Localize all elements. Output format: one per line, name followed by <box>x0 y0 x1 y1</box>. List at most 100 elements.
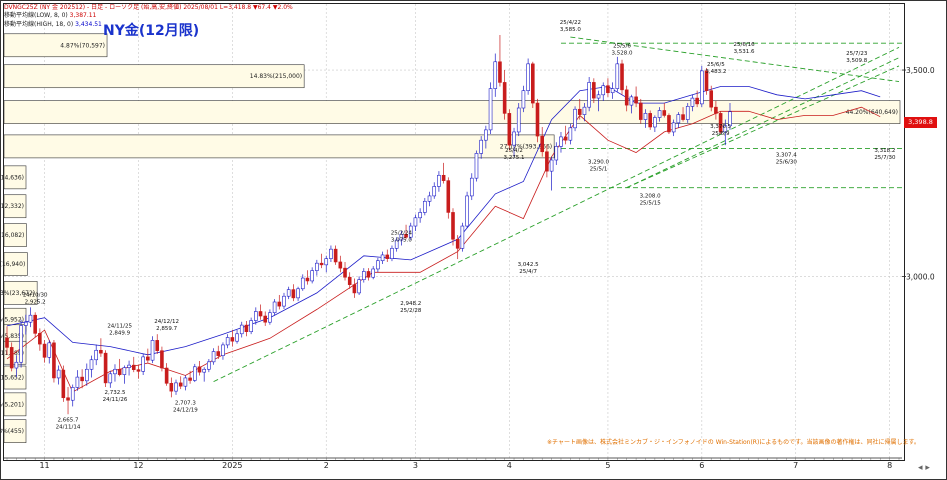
candle-body <box>690 97 695 107</box>
axis-layer: 3,500.0 3,000.0 11 12 2025 2 3 4 5 6 7 8 <box>4 66 935 470</box>
candle-body <box>160 350 164 369</box>
candle-body <box>254 311 258 321</box>
candle-body <box>385 254 390 259</box>
candle-body <box>221 344 225 356</box>
price-annotation-line: 25/4/7 <box>519 269 537 275</box>
candle-body <box>113 368 117 375</box>
volume-profile-bar <box>3 165 27 190</box>
candle-body <box>498 61 502 83</box>
price-annotation-line: 3,531.6 <box>734 49 755 55</box>
candle-body <box>573 108 577 129</box>
candle-body <box>80 376 84 382</box>
price-annotation: 2,732.5 24/11/26 <box>103 390 128 403</box>
annotation-layer: 24/10/30 2,925.22,665.7 24/11/142,732.5 24/… <box>23 20 896 430</box>
ma-short-value: 3,387.11 <box>69 12 97 19</box>
candle-body <box>296 288 300 299</box>
candle-body <box>343 267 347 278</box>
price-annotation-line: 24/12/12 <box>154 319 179 325</box>
price-annotation-line: 3,483.2 <box>705 69 726 75</box>
candle-body <box>512 131 516 146</box>
price-annotation-line: 3,075.0 <box>391 237 412 243</box>
x-tick-label: 12 <box>133 461 143 470</box>
price-annotation-line: 3,376.5 <box>710 124 731 130</box>
price-annotation-line: 2,948.2 <box>400 301 421 307</box>
candle-body <box>681 114 685 120</box>
candle-body <box>272 301 277 314</box>
candle-body <box>638 102 643 120</box>
candle-body <box>394 239 399 249</box>
candle-body <box>474 153 479 179</box>
candle-body <box>230 337 235 342</box>
price-annotation-line: 2,707.3 <box>175 400 196 406</box>
candle-body <box>178 382 183 387</box>
price-annotation: 25/5/6 3,528.0 <box>612 43 633 56</box>
volume-profile-label: 0.40%(5,835) <box>0 333 24 340</box>
price-annotation-line: 25/4/2 <box>505 148 523 154</box>
candle-body <box>146 356 150 361</box>
price-annotation: 3,318.2 25/7/30 <box>874 148 896 161</box>
volume-profile-layer: 4.87%(70,597)14.83%(215,000)44.20%(640,6… <box>0 33 901 443</box>
x-tick-label: 8 <box>887 461 892 470</box>
candle-body <box>361 271 366 281</box>
candle-body <box>207 361 211 370</box>
candle-body <box>244 324 249 333</box>
candle-body <box>620 63 624 91</box>
candle-body <box>545 151 549 172</box>
scroll-arrows-button[interactable]: ◂ ▸ <box>918 463 930 473</box>
candle-body <box>333 248 338 263</box>
price-annotation-line: 2,732.5 <box>104 390 125 396</box>
volume-profile-label: 0.41%(5,952) <box>0 317 24 324</box>
candle-body <box>610 88 615 94</box>
price-annotation-line: 25/2/24 <box>391 230 413 236</box>
candle-body <box>404 234 408 238</box>
candle-body <box>164 367 169 384</box>
candle-body <box>319 262 324 266</box>
candle-body <box>70 387 75 401</box>
price-annotation-line: 24/11/26 <box>103 397 128 403</box>
price-annotation-line: 24/12/19 <box>173 407 198 413</box>
price-annotation-line: 3,307.4 <box>776 153 797 159</box>
price-annotation-line: 24/11/25 <box>107 323 132 329</box>
price-annotation: 25/4/22 3,585.0 <box>560 20 582 33</box>
candle-body <box>94 349 98 361</box>
candle-body <box>155 340 160 351</box>
volume-profile-bar <box>3 223 27 247</box>
candle-body <box>19 325 23 363</box>
candle-body <box>441 174 446 181</box>
copyright-note: ※チャート画像は、株式会社ミンカブ・ジ・インフォノイドの Win-Station… <box>547 439 920 446</box>
trendline-layer <box>213 36 902 383</box>
volume-profile-label: 1.17%(16,940) <box>0 261 25 268</box>
ma-long-label: 移動平均線(HIGH, 18, 0) <box>4 21 74 28</box>
price-annotation: 2,707.3 24/12/19 <box>173 400 198 413</box>
volume-profile-bar <box>3 194 27 219</box>
candle-body <box>56 369 61 379</box>
trendline <box>626 57 900 189</box>
price-annotation-line: 25/5/1 <box>590 167 608 173</box>
candle-body <box>479 139 483 154</box>
candle-body <box>277 301 282 307</box>
candle-body <box>75 376 80 388</box>
candle-body <box>432 186 437 197</box>
candle-body <box>718 113 723 133</box>
price-annotation-line: 3,042.5 <box>518 262 539 268</box>
chart-title: NY金(12月限) <box>103 23 200 39</box>
candle-body <box>357 279 361 294</box>
candle-body <box>239 324 244 335</box>
candle-body <box>549 159 554 172</box>
price-annotation-line: 25/2/28 <box>400 308 422 314</box>
volume-profile-bar <box>3 281 38 305</box>
candle-body <box>531 63 535 104</box>
candle-body <box>150 340 155 361</box>
candle-body <box>235 333 239 342</box>
candle-body <box>700 70 704 105</box>
x-tick-label: 5 <box>605 461 610 470</box>
price-annotation-line: 3,528.0 <box>612 50 633 56</box>
candle-body <box>390 248 394 259</box>
moving-average-layer <box>6 86 881 393</box>
price-annotation-line: 2,925.2 <box>25 299 46 305</box>
price-annotation-line: 3,509.8 <box>846 58 867 64</box>
candle-body <box>484 129 488 141</box>
candle-body <box>418 212 422 219</box>
candle-body <box>451 212 455 240</box>
